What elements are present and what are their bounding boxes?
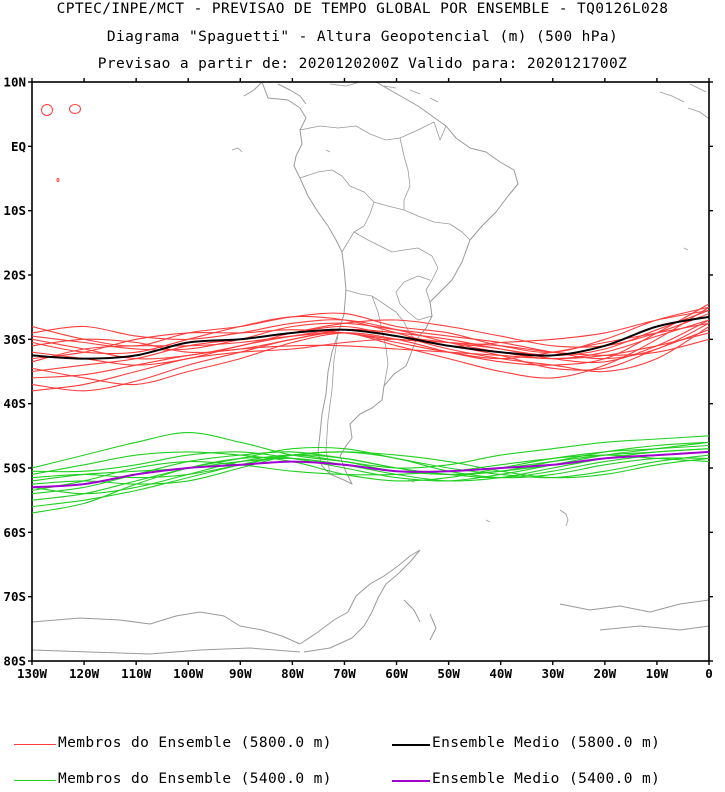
legend-mean-5800: Ensemble Medio (5800.0 m)	[432, 735, 661, 751]
lon-label: 20W	[594, 666, 617, 681]
lat-label: 50S	[3, 461, 26, 476]
lon-label: 10W	[646, 666, 669, 681]
closed-contours	[41, 104, 81, 182]
lon-label: 50W	[437, 666, 460, 681]
lat-label: 40S	[3, 396, 26, 411]
legend-members-5400: Membros do Ensemble (5400.0 m)	[58, 771, 332, 787]
member-5400-line-5	[32, 444, 709, 482]
member-5400-line-8	[32, 451, 709, 485]
member-5800-line-9	[32, 332, 709, 379]
member-5800-line-3	[32, 306, 709, 392]
lat-label: 20S	[3, 268, 26, 283]
lat-label: 10S	[3, 203, 26, 218]
member-5400-line-11	[32, 448, 709, 492]
caribbean-islands	[329, 82, 709, 119]
member-5800-line-5	[32, 329, 709, 360]
latitude-labels: 10N EQ 10S 20S 30S 40S 50S 60S 70S 80S	[3, 75, 26, 669]
lat-label: 70S	[3, 589, 26, 604]
lon-label: 100W	[173, 666, 204, 681]
central-america-outline	[243, 82, 307, 105]
longitude-labels: 130W 120W 110W 100W 90W 80W 70W 60W 50W 40W 30W 20W…	[17, 666, 713, 681]
member-5800-line-7	[32, 309, 709, 356]
legend-swatch-mean-5400	[392, 780, 430, 782]
antarctic-peninsula	[299, 549, 437, 653]
south-america-outline	[261, 82, 519, 485]
lon-label: 70W	[333, 666, 356, 681]
lon-label: 30W	[541, 666, 564, 681]
lon-label: 120W	[69, 666, 100, 681]
member-5400-line-1	[32, 432, 709, 469]
closed-contour-b	[69, 104, 81, 114]
member-5800-line-13	[32, 322, 709, 363]
antarctica-coast	[32, 599, 709, 655]
lon-label: 0	[705, 666, 713, 681]
lat-label: 60S	[3, 525, 26, 540]
closed-contour-c	[56, 178, 60, 182]
lat-label: 10N	[3, 75, 26, 90]
lon-label: 40W	[489, 666, 512, 681]
member-5800-line-12	[32, 329, 709, 392]
lon-label: 130W	[17, 666, 48, 681]
axis-ticks	[28, 78, 713, 665]
legend-swatch-members-5800	[14, 744, 56, 745]
title-line-2: Diagrama "Spaguetti" - Altura Geopotenci…	[106, 29, 619, 45]
ensemble-mean-lines	[32, 315, 709, 489]
legend-members-5800: Membros do Ensemble (5800.0 m)	[58, 735, 332, 751]
legend-swatch-mean-5800	[392, 744, 430, 746]
title-line-1: CPTEC/INPE/MCT - PREVISAO DE TEMPO GLOBA…	[56, 1, 669, 17]
member-5400-line-12	[32, 451, 709, 479]
member-5800-line-14	[32, 322, 709, 360]
lon-label: 60W	[385, 666, 408, 681]
member-5400-line-3	[32, 451, 709, 508]
member-5800-line-8	[32, 319, 709, 360]
country-borders	[299, 121, 483, 475]
lon-label: 90W	[229, 666, 252, 681]
lat-label: 30S	[3, 332, 26, 347]
lat-label: EQ	[11, 139, 26, 154]
closed-contour-a	[41, 104, 53, 116]
mean-5800-line	[32, 315, 709, 360]
lat-label: 80S	[3, 654, 26, 669]
lon-label: 110W	[121, 666, 152, 681]
lon-label: 80W	[281, 666, 304, 681]
members-5400-lines	[32, 432, 709, 514]
legend-swatch-members-5400	[14, 780, 56, 781]
legend-mean-5400: Ensemble Medio (5400.0 m)	[432, 771, 661, 787]
mean-5400-line	[32, 450, 709, 489]
title-line-3: Previsao a partir de: 2020120200Z Valido…	[97, 56, 628, 72]
member-5800-line-6	[32, 303, 709, 386]
members-5800-lines	[32, 303, 709, 392]
